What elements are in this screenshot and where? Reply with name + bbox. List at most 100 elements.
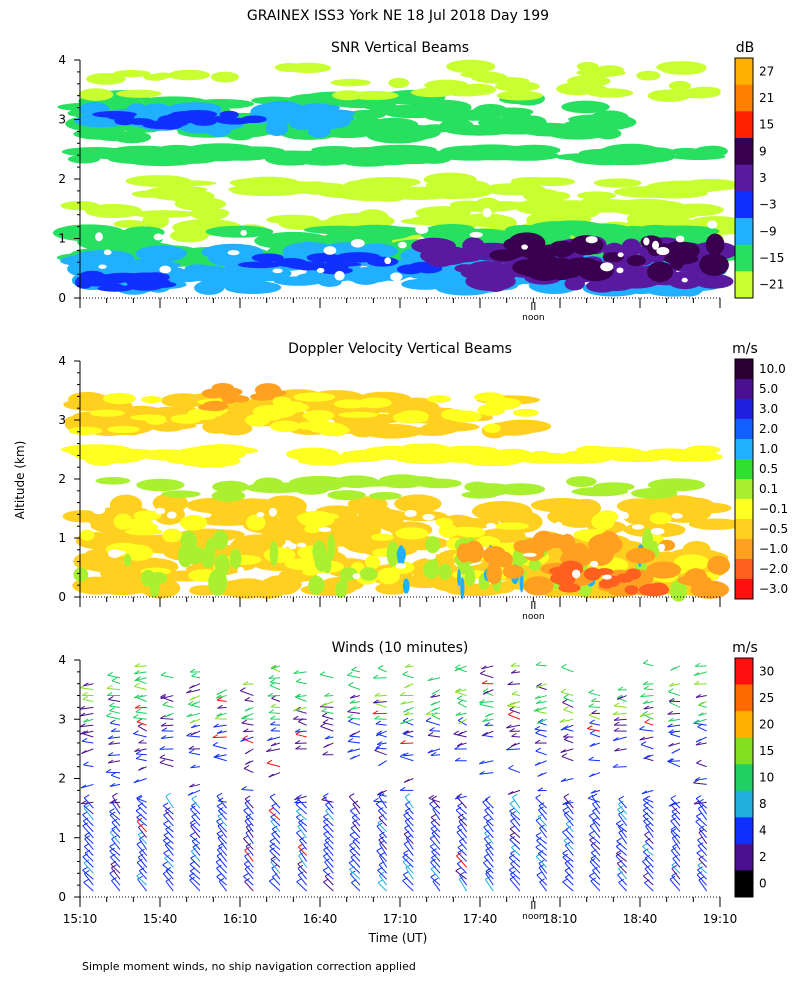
wind-barb-flag [162, 802, 169, 807]
wind-barb [615, 846, 627, 856]
wind-barb [216, 795, 228, 809]
wind-barb [643, 804, 654, 815]
wind-barb-flag [479, 670, 486, 674]
colorbar-label: 0.1 [759, 482, 778, 496]
wind-barb [589, 722, 601, 726]
wind-barb-flag [403, 752, 409, 757]
wind-barb-flag [668, 682, 675, 687]
wind-barb-flag [481, 732, 488, 737]
wind-barb [536, 700, 547, 704]
wind-barb [588, 833, 601, 845]
wind-barb [643, 662, 654, 667]
wind-barb-flag [562, 698, 568, 703]
wind-barb-flag [670, 828, 677, 833]
wind-barb-flag [589, 836, 595, 841]
doppler-echo-upper [307, 422, 347, 434]
wind-barb [430, 695, 441, 698]
wind-barb [324, 861, 334, 874]
wind-barb [136, 798, 148, 809]
wind-barb [110, 774, 121, 779]
wind-barb [295, 816, 307, 827]
wind-barb [589, 839, 601, 850]
wind-barb [270, 858, 281, 868]
wind-barb-flag [536, 836, 542, 841]
wind-barb [321, 799, 334, 803]
wind-barb-flag [589, 742, 596, 747]
wind-barb-flag [509, 825, 516, 830]
wind-barb-flag [668, 729, 674, 734]
wind-barb-flag [323, 852, 329, 857]
wind-barb [485, 844, 494, 856]
wind-barb-flag [82, 822, 89, 827]
wind-barb [698, 828, 708, 839]
wind-barb-flag [192, 843, 199, 848]
data-gap [602, 574, 612, 580]
data-gap [272, 268, 283, 274]
snr-echo-midlayer [540, 191, 571, 201]
wind-barb-flag [507, 681, 514, 686]
wind-barb [243, 683, 254, 686]
wind-barb-flag [643, 872, 649, 877]
wind-barb-flag [535, 816, 542, 821]
wind-barb [323, 881, 334, 892]
snr-plot-area [52, 59, 746, 297]
wind-barb-flag [80, 800, 87, 805]
wind-barb [134, 677, 147, 682]
wind-barb [485, 870, 494, 880]
wind-barb [268, 712, 281, 714]
wind-barb-flag [405, 800, 411, 805]
wind-barb-flag [538, 802, 545, 807]
doppler-echo-upper [483, 423, 501, 434]
wind-barb-flag [82, 695, 88, 700]
wind-barb-flag [612, 763, 619, 768]
wind-barb [509, 873, 521, 886]
wind-barb-flag [164, 713, 171, 718]
snr-echo-strong [251, 253, 284, 263]
wind-barb [136, 816, 147, 827]
wind-barb [189, 822, 201, 833]
doppler-echo [688, 518, 743, 530]
snr-echo-low [113, 220, 147, 228]
doppler-echo-midlayer [161, 490, 201, 498]
colorbar-swatch [735, 379, 753, 400]
wind-barb-flag [294, 799, 300, 804]
wind-barb-flag [188, 684, 195, 689]
wind-barb [617, 826, 628, 839]
wind-barb-flag [509, 875, 516, 880]
wind-barb-flag [133, 730, 139, 735]
wind-barb-flag [244, 795, 251, 800]
doppler-echo-upper [392, 412, 423, 424]
wind-barb-flag [321, 702, 327, 707]
snr-echo-midlayer [324, 149, 355, 163]
wind-barb [245, 826, 254, 839]
wind-barb [320, 706, 334, 708]
wind-barb [643, 820, 654, 833]
colorbar-swatch [735, 111, 753, 139]
wind-barb-flag [242, 681, 249, 685]
wind-barb-flag [428, 794, 435, 799]
doppler-echo-upper [441, 408, 468, 421]
wind-barb-flag [133, 779, 140, 784]
wind-barb-flag [565, 825, 572, 830]
doppler-echo-midlayer [211, 489, 246, 502]
snr-echo-low [514, 198, 579, 216]
wind-barb-flag [670, 794, 677, 799]
wind-barb [136, 820, 148, 833]
wind-barb [511, 693, 521, 697]
wind-barb [377, 667, 387, 673]
wind-barb [588, 706, 601, 708]
snr-echo-midlayer [125, 175, 192, 187]
wind-barb [565, 829, 574, 839]
wind-barb-flag [241, 719, 248, 724]
wind-barb-flag [482, 690, 489, 695]
wind-barb [244, 798, 254, 809]
wind-barb [298, 821, 308, 833]
wind-barb [214, 756, 227, 762]
wind-barb-flag [485, 867, 492, 872]
wind-barb [456, 831, 468, 844]
doppler-echo [425, 536, 441, 554]
wind-barb-flag [294, 740, 301, 744]
wind-barb [322, 722, 334, 726]
wind-barb-flag [454, 745, 460, 750]
wind-barb [350, 856, 361, 868]
